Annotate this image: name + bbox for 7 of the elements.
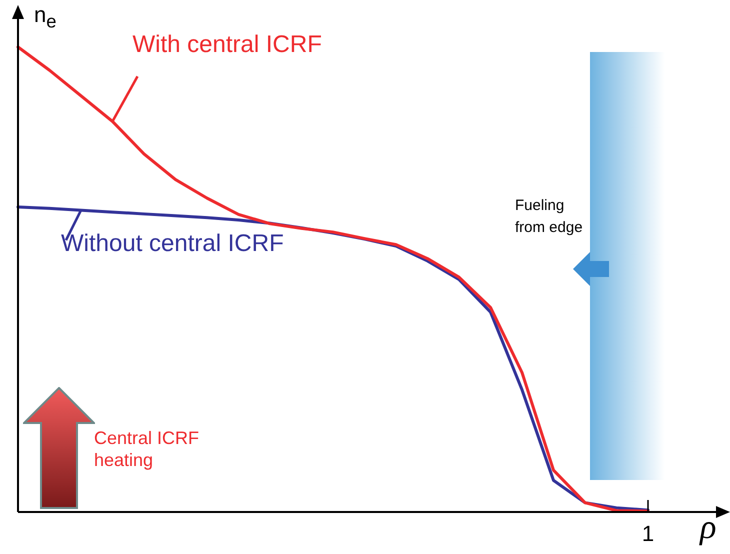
series-label: Without central ICRF — [61, 230, 284, 258]
annotation: Central ICRF heating — [94, 427, 200, 471]
text: 1 — [642, 521, 654, 546]
y-axis-title: n$_{e}$ — [34, 2, 56, 32]
annotation: Fueling from edge — [515, 196, 584, 238]
x-axis-title: ρ — [700, 509, 716, 546]
text: With central ICRF — [132, 31, 322, 60]
